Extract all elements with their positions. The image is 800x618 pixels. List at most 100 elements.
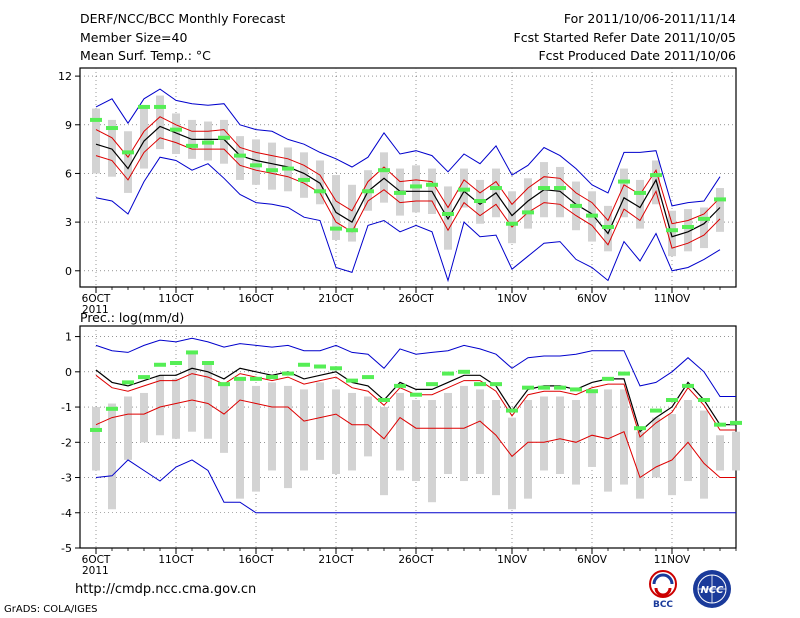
prec-xtick-label: 1NOV [497, 554, 528, 566]
temp-observed-marker [682, 224, 694, 229]
temp-observed-marker [698, 216, 710, 221]
prec-member-bar [140, 392, 148, 443]
temp-variable-label: Mean Surf. Temp.: °C [80, 48, 211, 63]
temp-observed-marker [250, 163, 262, 168]
prec-observed-marker [554, 385, 566, 390]
temp-ytick-label: 6 [65, 167, 72, 180]
prec-member-bar [220, 385, 228, 453]
prec-member-bar [428, 400, 436, 503]
temp-ytick-label: 3 [65, 216, 72, 229]
prec-observed-marker [106, 406, 118, 411]
temp-observed-marker [714, 197, 726, 202]
prec-member-bar [540, 396, 548, 471]
prec-ytick-label: -4 [61, 507, 72, 520]
temp-member-bar [636, 179, 644, 229]
temp-member-bar [348, 184, 356, 242]
prec-member-bar [492, 400, 500, 496]
prec-observed-marker [634, 426, 646, 431]
prec-xtick-label: 16OCT [238, 554, 274, 566]
temp-upper-envelope-line [95, 88, 721, 207]
prec-ytick-label: 1 [65, 331, 72, 344]
prec-member-bar [652, 417, 660, 478]
temp-member-bar [124, 131, 132, 193]
temp-observed-marker [314, 189, 326, 194]
temp-member-bar [156, 95, 164, 150]
temp-xtick-label: 6OCT [82, 293, 111, 305]
prec-observed-marker [250, 376, 262, 381]
prec-member-bar [316, 382, 324, 460]
temp-member-bar [684, 209, 692, 252]
prec-observed-marker [570, 387, 582, 392]
prec-observed-marker [266, 375, 278, 380]
temp-observed-marker [618, 179, 630, 184]
prec-observed-marker [730, 420, 742, 425]
temp-observed-marker [202, 140, 214, 145]
temp-observed-marker [90, 117, 102, 122]
temp-observed-marker [602, 224, 614, 229]
chart-title: DERF/NCC/BCC Monthly Forecast [80, 11, 286, 26]
prec-observed-marker [458, 369, 470, 374]
temp-observed-marker [138, 104, 150, 109]
temp-observed-marker [666, 228, 678, 233]
temp-member-bar [108, 119, 116, 177]
temp-observed-marker [522, 210, 534, 215]
prec-observed-marker [586, 389, 598, 394]
temp-xtick-label: 11NOV [654, 293, 691, 305]
prec-member-bar [348, 392, 356, 471]
prec-observed-marker [394, 383, 406, 388]
temp-xtick-label: 21OCT [318, 293, 354, 305]
prec-xtick-label: 6OCT [82, 554, 111, 566]
temp-observed-marker [266, 168, 278, 173]
prec-year-label: 2011 [82, 565, 109, 577]
temp-member-bar [252, 139, 260, 185]
prec-member-bar [92, 407, 100, 471]
temp-member-bar [332, 175, 340, 240]
prec-member-bar [252, 385, 260, 492]
fcst-started-date: Fcst Started Refer Date 2011/10/05 [513, 30, 737, 45]
temp-member-bar [412, 165, 420, 213]
prec-ytick-label: -3 [61, 472, 72, 485]
temp-member-bar [92, 108, 100, 174]
prec-observed-marker [506, 408, 518, 413]
prec-observed-marker [666, 398, 678, 402]
prec-member-bar [476, 389, 484, 474]
temp-frame [79, 67, 737, 288]
temp-member-bar [700, 207, 708, 249]
prec-member-bar [588, 392, 596, 467]
prec-member-bar [108, 403, 116, 510]
prec-member-bar [700, 410, 708, 499]
prec-member-bar [684, 400, 692, 482]
prec-observed-marker [122, 380, 134, 385]
temp-observed-marker [378, 168, 390, 173]
temp-observed-marker [154, 104, 166, 109]
source-url[interactable]: http://cmdp.ncc.cma.gov.cn [75, 582, 257, 597]
prec-xtick-label: 6NOV [577, 554, 608, 566]
prec-observed-marker [410, 392, 422, 397]
prec-member-bar [284, 385, 292, 489]
temp-observed-marker [570, 203, 582, 208]
prec-observed-marker [330, 366, 342, 371]
temp-spread-lower-line [95, 137, 721, 249]
temp-member-bar [556, 166, 564, 218]
temp-observed-marker [282, 166, 294, 171]
prec-observed-marker [474, 382, 486, 387]
prec-observed-marker [186, 350, 198, 355]
ncc-logo-text: NCC [700, 585, 724, 596]
temp-member-bar [300, 152, 308, 198]
prec-member-bar [332, 389, 340, 474]
prec-observed-marker [490, 382, 502, 387]
prec-ytick-label: 0 [65, 366, 72, 379]
prec-member-bar [604, 389, 612, 492]
temp-member-bar [668, 210, 676, 257]
prec-lower-envelope-line [95, 459, 736, 514]
prec-member-bar [124, 396, 132, 460]
prec-observed-marker [154, 362, 166, 367]
temp-xtick-label: 26OCT [398, 293, 434, 305]
prec-spread-lower-line [95, 399, 736, 479]
temp-observed-marker [394, 190, 406, 195]
temp-observed-marker [298, 177, 310, 182]
temp-member-bar [620, 168, 628, 218]
prec-member-bar [268, 382, 276, 471]
prec-observed-marker [538, 385, 550, 390]
temp-member-bar [268, 142, 276, 190]
